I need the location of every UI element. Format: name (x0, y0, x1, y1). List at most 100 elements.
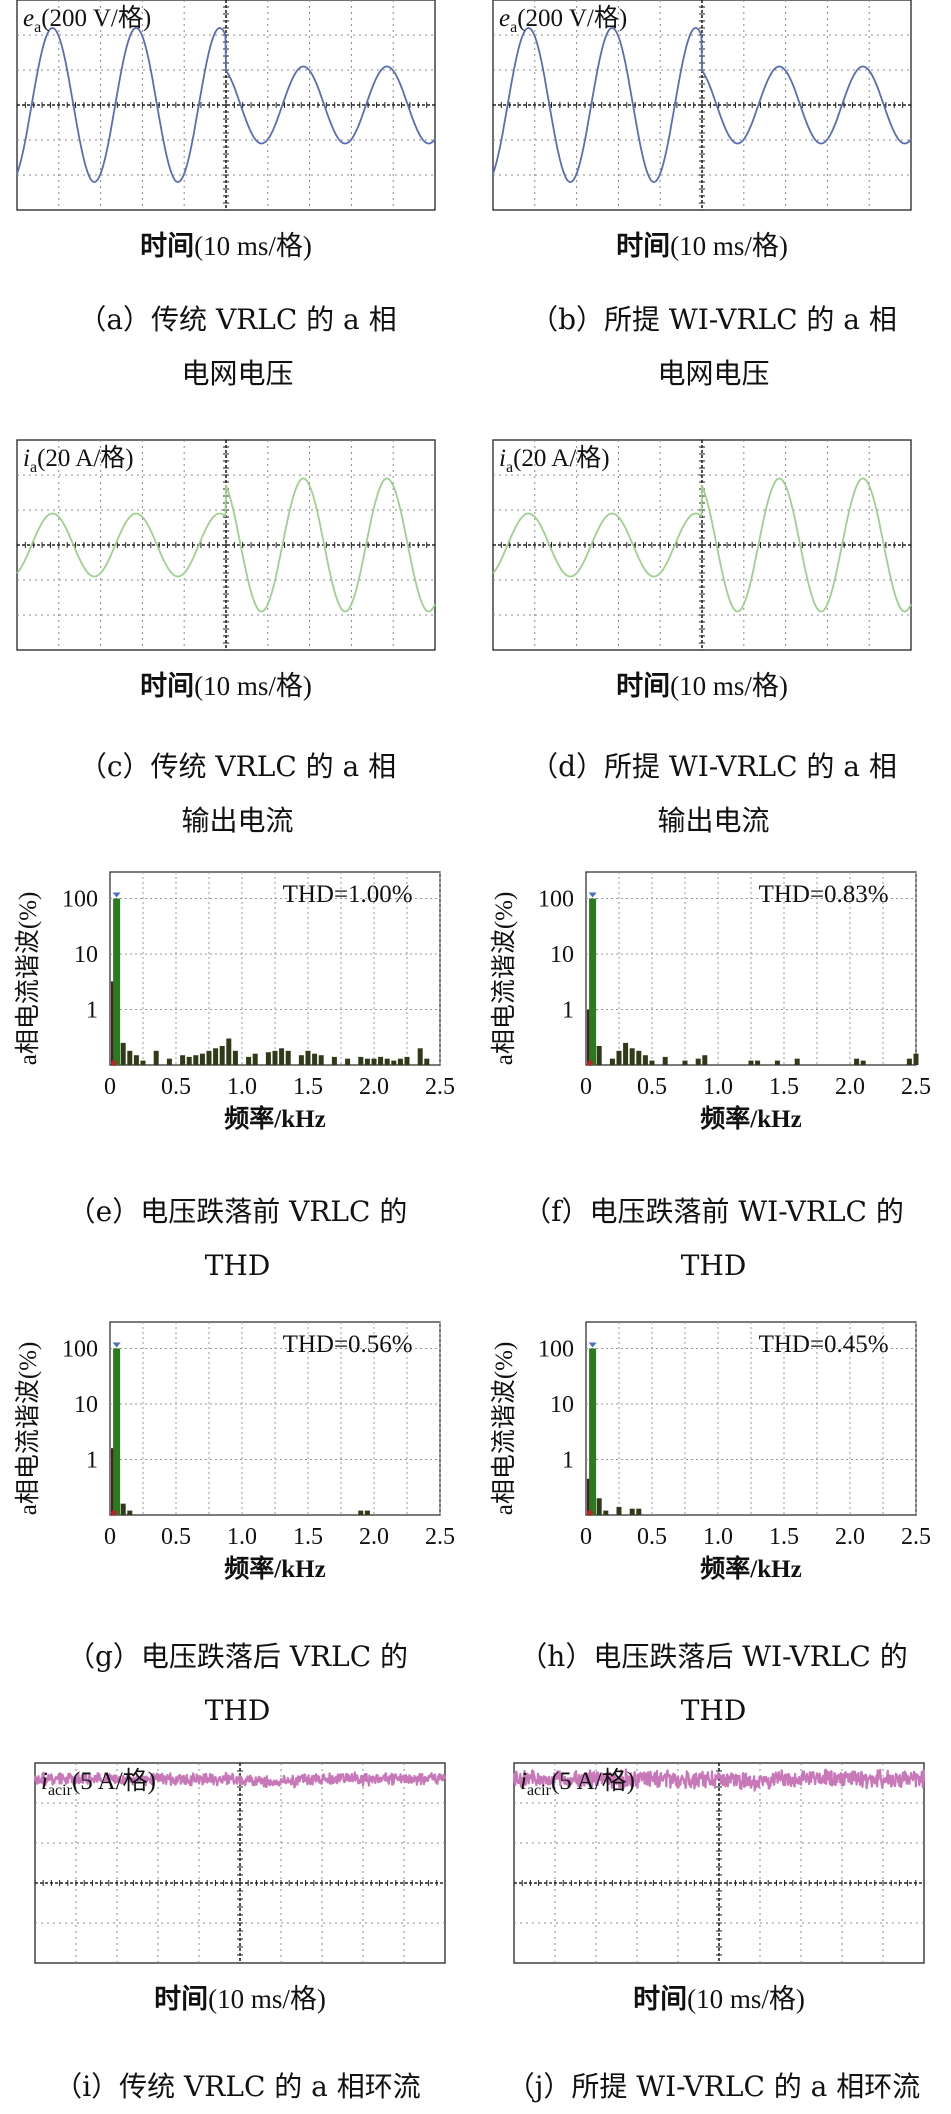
thd-value-label: THD=0.83% (759, 881, 889, 908)
x-tick-label: 2.5 (425, 1074, 455, 1100)
thd-panel-f: 100 10 1 0 0.5 1.0 1.5 2.0 2.5 THD=0.83% a相电流谐波(%)… (476, 860, 951, 1160)
bar (193, 1055, 199, 1065)
caption-d: （d）所提 WI-VRLC 的 a 相 输出电流 (476, 740, 951, 848)
x-tick-label: 0.5 (637, 1074, 667, 1100)
y-tick-label: 10 (74, 942, 98, 968)
scope-label-symbol: i (499, 445, 506, 472)
caption-g: （g）电压跌落后 VRLC 的 THD (0, 1630, 475, 1738)
caption-f: （f）电压跌落前 WI-VRLC 的 THD (476, 1185, 951, 1293)
y-axis-label: a相电流谐波(%) (490, 1342, 518, 1516)
bar (120, 1503, 126, 1515)
scope-xlabel-unit: (10 ms/格) (208, 1984, 326, 2014)
scope-d: ia(20 A/格) 时间(10 ms/格) (492, 439, 912, 702)
x-tick-label: 1.5 (293, 1524, 323, 1550)
scope-label-symbol: i (23, 445, 30, 472)
x-tick-label: 0.5 (637, 1524, 667, 1550)
x-tick-label: 2.0 (835, 1074, 865, 1100)
scope-xlabel-cn: 时间 (616, 671, 670, 702)
scope-label-subscript: a (34, 19, 41, 36)
x-tick-label: 1.0 (227, 1524, 257, 1550)
bar (854, 1058, 860, 1065)
scope-xlabel: 时间(10 ms/格) (154, 1984, 326, 2015)
waveform (16, 27, 436, 183)
fundamental-marker (588, 892, 597, 898)
bar (252, 1053, 258, 1065)
caption-a-line2: 电网电压 (181, 357, 294, 390)
bar (166, 1058, 172, 1065)
bar (623, 1042, 629, 1065)
y-tick-label: 100 (62, 1336, 98, 1362)
bar (391, 1060, 397, 1065)
bar (589, 1348, 597, 1515)
fundamental-marker (112, 892, 121, 898)
bar (120, 1042, 126, 1065)
bar (246, 1056, 252, 1065)
scope-label-unit: (5 A/格) (551, 1767, 635, 1795)
scope-label-symbol: e (23, 5, 34, 32)
plot-grid (586, 1322, 917, 1515)
bar (397, 1058, 403, 1065)
scope-xlabel: 时间(10 ms/格) (616, 231, 788, 262)
bar (748, 1060, 754, 1065)
plot-grid (110, 872, 441, 1065)
bar (113, 898, 121, 1065)
bar (180, 1055, 186, 1065)
scope-xlabel-cn: 时间 (616, 231, 670, 262)
y-tick-label: 100 (538, 1336, 574, 1362)
caption-c-line2: 输出电流 (181, 804, 294, 837)
caption-b-line2: 电网电压 (657, 357, 770, 390)
bar (616, 1506, 622, 1515)
waveform (492, 477, 912, 613)
x-tick-label: 2.0 (359, 1074, 389, 1100)
caption-g-line1: （g）电压跌落后 VRLC 的 (66, 1640, 409, 1673)
y-tick-label: 100 (62, 886, 98, 912)
x-tick-label: 2.5 (901, 1524, 931, 1550)
scope-panel-b: ea(200 V/格) 时间(10 ms/格) (476, 0, 951, 380)
caption-g-line2: THD (204, 1694, 271, 1727)
y-axis-label: a相电流谐波(%) (14, 1342, 42, 1516)
bar (755, 1060, 761, 1065)
bar (417, 1048, 423, 1065)
scope-label: ia(20 A/格) (23, 444, 134, 476)
scope-xlabel-unit: (10 ms/格) (194, 671, 312, 701)
scope-label-unit: (5 A/格) (72, 1767, 156, 1795)
bar (331, 1056, 337, 1065)
x-tick-label: 0 (104, 1074, 116, 1100)
plot-grid (110, 1322, 441, 1515)
bar (265, 1052, 271, 1065)
scope-label-subscript: a (510, 19, 517, 36)
scope-xlabel: 时间(10 ms/格) (616, 671, 788, 702)
x-tick-label: 1.5 (769, 1524, 799, 1550)
thd-value-label: THD=0.56% (283, 1331, 413, 1358)
scope-label-unit: (20 A/格) (37, 444, 134, 472)
bar (384, 1058, 390, 1065)
caption-i-line1: （i）传统 VRLC 的 a 相环流 (54, 2070, 421, 2103)
scope-label-subscript: a (30, 459, 37, 476)
x-tick-label: 0.5 (161, 1524, 191, 1550)
x-axis-label: 频率/kHz (700, 1104, 801, 1133)
scope-label-symbol: i (520, 1768, 527, 1795)
scope-xlabel: 时间(10 ms/格) (140, 231, 312, 262)
x-axis-label: 频率/kHz (224, 1104, 325, 1133)
bar (186, 1056, 192, 1065)
bar (404, 1056, 410, 1065)
x-tick-label: 2.5 (901, 1074, 931, 1100)
bar (636, 1508, 642, 1515)
waveform (16, 477, 436, 613)
bar (913, 1053, 919, 1065)
bar (636, 1050, 642, 1065)
scope-label: ea(200 V/格) (499, 4, 627, 36)
x-tick-label: 1.0 (227, 1074, 257, 1100)
bar (140, 1060, 146, 1065)
bar (113, 1348, 121, 1515)
scope-label-subscript: acir (527, 1782, 552, 1799)
bar (318, 1055, 324, 1065)
scope-xlabel: 时间(10 ms/格) (140, 671, 312, 702)
bar (649, 1060, 655, 1065)
scope-c: ia(20 A/格) 时间(10 ms/格) (16, 439, 436, 702)
scope-xlabel-unit: (10 ms/格) (687, 1984, 805, 2014)
y-tick-label: 1 (562, 1447, 574, 1473)
scope-label-subscript: a (506, 459, 513, 476)
x-tick-label: 2.5 (425, 1524, 455, 1550)
